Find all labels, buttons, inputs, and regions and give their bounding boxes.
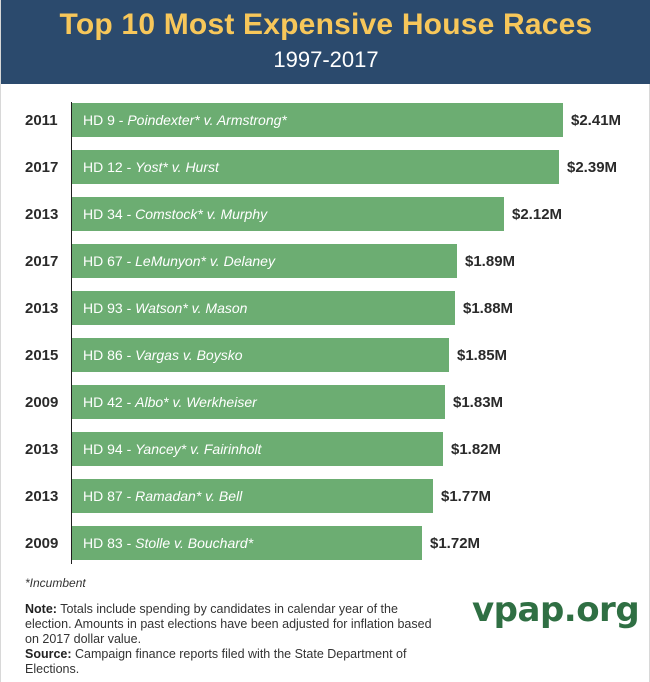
bar bbox=[72, 479, 433, 513]
race-label: HD 67 - LeMunyon* v. Delaney bbox=[83, 253, 275, 269]
bar-row: 2009 HD 42 - Albo* v. Werkheiser $1.83M bbox=[1, 385, 650, 419]
header-banner: Top 10 Most Expensive House Races 1997-2… bbox=[1, 0, 650, 84]
year-label: 2009 bbox=[25, 394, 59, 411]
bar bbox=[72, 197, 504, 231]
year-label: 2009 bbox=[25, 535, 59, 552]
candidates-label: Ramadan* v. Bell bbox=[135, 488, 243, 504]
bar bbox=[72, 244, 457, 278]
district-label: HD 9 - bbox=[83, 112, 128, 128]
chart-title: Top 10 Most Expensive House Races bbox=[59, 8, 593, 41]
value-label: $1.85M bbox=[457, 347, 508, 364]
race-label: HD 9 - Poindexter* v. Armstrong* bbox=[83, 112, 287, 128]
bar bbox=[72, 526, 422, 560]
year-label: 2017 bbox=[25, 159, 59, 176]
year-label: 2013 bbox=[25, 488, 59, 505]
district-label: HD 67 - bbox=[83, 253, 136, 269]
bar-row: 2013 HD 87 - Ramadan* v. Bell $1.77M bbox=[1, 479, 650, 513]
district-label: HD 94 - bbox=[83, 441, 136, 457]
year-label: 2017 bbox=[25, 253, 59, 270]
candidates-label: Comstock* v. Murphy bbox=[135, 206, 268, 222]
district-label: HD 83 - bbox=[83, 535, 136, 551]
candidates-label: Stolle v. Bouchard* bbox=[135, 535, 254, 551]
bar-row: 2015 HD 86 - Vargas v. Boysko $1.85M bbox=[1, 338, 650, 372]
year-label: 2013 bbox=[25, 441, 59, 458]
district-label: HD 87 - bbox=[83, 488, 136, 504]
value-label: $1.77M bbox=[441, 488, 492, 505]
value-label: $2.41M bbox=[571, 112, 622, 129]
race-label: HD 93 - Watson* v. Mason bbox=[83, 300, 247, 316]
race-label: HD 94 - Yancey* v. Fairinholt bbox=[83, 441, 261, 457]
note-label: Note: bbox=[25, 602, 57, 616]
race-label: HD 83 - Stolle v. Bouchard* bbox=[83, 535, 253, 551]
year-label: 2011 bbox=[25, 112, 58, 129]
bar-chart: 2011 HD 9 - Poindexter* v. Armstrong* $2.4… bbox=[1, 84, 650, 574]
source-label: Source: bbox=[25, 647, 72, 661]
year-label: 2013 bbox=[25, 206, 59, 223]
candidates-label: Watson* v. Mason bbox=[135, 300, 248, 316]
incumbent-footnote: *Incumbent bbox=[25, 576, 86, 590]
year-label: 2013 bbox=[25, 300, 59, 317]
bar bbox=[72, 432, 443, 466]
race-label: HD 42 - Albo* v. Werkheiser bbox=[83, 394, 257, 410]
bar-row: 2013 HD 34 - Comstock* v. Murphy $2.12M bbox=[1, 197, 650, 231]
chart-subtitle: 1997-2017 bbox=[273, 47, 379, 72]
district-label: HD 86 - bbox=[83, 347, 136, 363]
race-label: HD 87 - Ramadan* v. Bell bbox=[83, 488, 242, 504]
candidates-label: LeMunyon* v. Delaney bbox=[135, 253, 275, 269]
value-label: $2.39M bbox=[567, 159, 618, 176]
y-axis-line bbox=[71, 102, 72, 564]
note-text: Totals include spending by candidates in… bbox=[25, 602, 432, 646]
bar bbox=[72, 291, 455, 325]
candidates-label: Albo* v. Werkheiser bbox=[135, 394, 257, 410]
value-label: $1.88M bbox=[463, 300, 514, 317]
source-text: Campaign finance reports filed with the … bbox=[25, 647, 407, 676]
race-label: HD 12 - Yost* v. Hurst bbox=[83, 159, 219, 175]
district-label: HD 42 - bbox=[83, 394, 136, 410]
bar bbox=[72, 338, 449, 372]
value-label: $1.72M bbox=[430, 535, 481, 552]
bar bbox=[72, 103, 563, 137]
district-label: HD 12 - bbox=[83, 159, 136, 175]
candidates-label: Yancey* v. Fairinholt bbox=[135, 441, 262, 457]
bar bbox=[72, 150, 559, 184]
value-label: $1.89M bbox=[465, 253, 516, 270]
vpap-logo: vpap.org bbox=[472, 590, 640, 630]
race-label: HD 86 - Vargas v. Boysko bbox=[83, 347, 243, 363]
district-label: HD 34 - bbox=[83, 206, 136, 222]
bar-row: 2017 HD 67 - LeMunyon* v. Delaney $1.89M bbox=[1, 244, 650, 278]
value-label: $1.82M bbox=[451, 441, 502, 458]
bar bbox=[72, 385, 445, 419]
bar-row: 2009 HD 83 - Stolle v. Bouchard* $1.72M bbox=[1, 526, 650, 560]
race-label: HD 34 - Comstock* v. Murphy bbox=[83, 206, 267, 222]
candidates-label: Poindexter* v. Armstrong* bbox=[127, 112, 287, 128]
year-label: 2015 bbox=[25, 347, 59, 364]
candidates-label: Vargas v. Boysko bbox=[135, 347, 243, 363]
district-label: HD 93 - bbox=[83, 300, 136, 316]
bar-row: 2013 HD 94 - Yancey* v. Fairinholt $1.82M bbox=[1, 432, 650, 466]
candidates-label: Yost* v. Hurst bbox=[135, 159, 219, 175]
note-block: Note: Totals include spending by candida… bbox=[25, 602, 445, 677]
bar-row: 2017 HD 12 - Yost* v. Hurst $2.39M bbox=[1, 150, 650, 184]
bar-row: 2013 HD 93 - Watson* v. Mason $1.88M bbox=[1, 291, 650, 325]
value-label: $2.12M bbox=[512, 206, 563, 223]
value-label: $1.83M bbox=[453, 394, 504, 411]
bar-row: 2011 HD 9 - Poindexter* v. Armstrong* $2.4… bbox=[1, 103, 650, 137]
